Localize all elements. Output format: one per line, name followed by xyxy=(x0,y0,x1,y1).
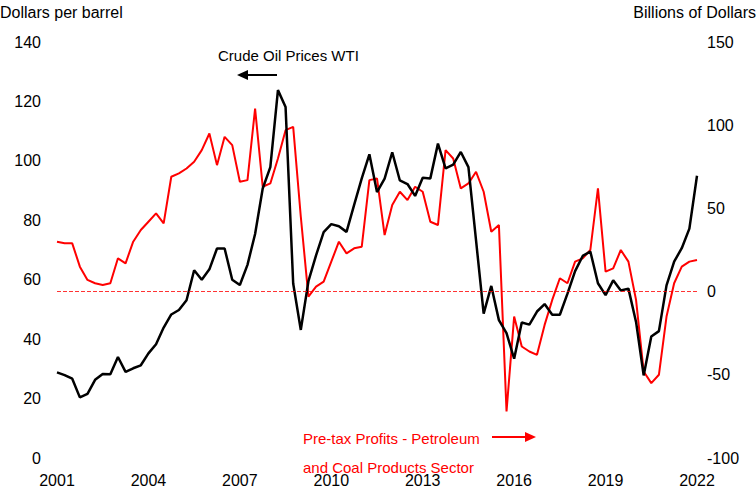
svg-text:2010: 2010 xyxy=(313,472,349,489)
svg-text:-100: -100 xyxy=(707,450,739,467)
svg-text:20: 20 xyxy=(23,390,41,407)
svg-text:Crude Oil Prices WTI: Crude Oil Prices WTI xyxy=(218,47,359,64)
svg-text:60: 60 xyxy=(23,271,41,288)
svg-text:40: 40 xyxy=(23,331,41,348)
svg-text:2007: 2007 xyxy=(222,472,258,489)
svg-text:and Coal Products Sector: and Coal Products Sector xyxy=(303,459,474,476)
svg-text:0: 0 xyxy=(707,283,716,300)
svg-text:2013: 2013 xyxy=(405,472,441,489)
svg-text:50: 50 xyxy=(707,200,725,217)
svg-text:100: 100 xyxy=(707,117,734,134)
svg-text:120: 120 xyxy=(14,93,41,110)
svg-text:Billions of Dollars: Billions of Dollars xyxy=(633,4,756,21)
svg-text:Dollars per barrel: Dollars per barrel xyxy=(0,4,123,21)
svg-text:140: 140 xyxy=(14,34,41,51)
svg-text:0: 0 xyxy=(32,450,41,467)
svg-text:100: 100 xyxy=(14,152,41,169)
svg-text:80: 80 xyxy=(23,212,41,229)
svg-text:2016: 2016 xyxy=(496,472,532,489)
svg-text:2004: 2004 xyxy=(131,472,167,489)
svg-text:Pre-tax Profits - Petroleum: Pre-tax Profits - Petroleum xyxy=(303,430,480,447)
svg-text:-50: -50 xyxy=(707,366,730,383)
svg-text:2001: 2001 xyxy=(39,472,75,489)
svg-text:2019: 2019 xyxy=(588,472,624,489)
svg-text:2022: 2022 xyxy=(679,472,715,489)
svg-text:150: 150 xyxy=(707,34,734,51)
